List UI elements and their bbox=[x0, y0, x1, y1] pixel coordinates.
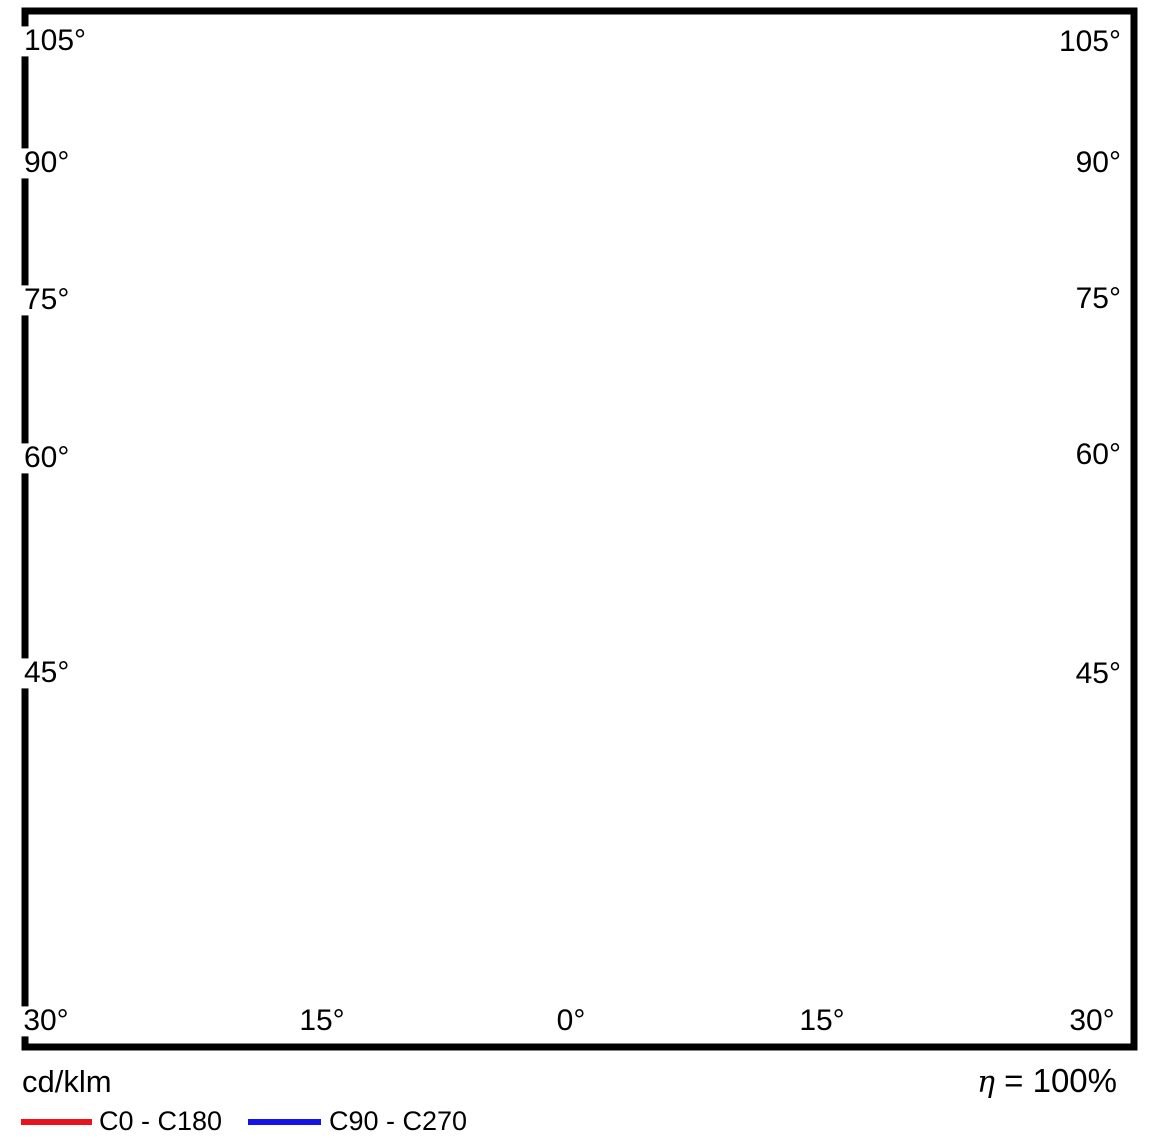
eta-equals: = bbox=[1004, 1062, 1024, 1099]
grid-ray-15deg bbox=[613, 304, 911, 1140]
legend-label-c0: C0 - C180 bbox=[99, 1106, 223, 1136]
chart-border bbox=[21, 7, 1138, 1051]
angle-label-left-90deg-bg bbox=[21, 148, 73, 179]
angle-label-bottom-1-15deg: 15° bbox=[299, 1004, 344, 1037]
legend: C0 - C180 C90 - C270 bbox=[0, 1104, 1164, 1140]
angle-label-left-90deg: 90° bbox=[24, 146, 69, 179]
angle-label-bottom-2-0deg-bg bbox=[553, 1006, 589, 1037]
grid-ring-1 bbox=[427, 13, 723, 309]
angle-label-right-105deg: 105° bbox=[1059, 25, 1121, 58]
angle-label-right-75deg: 75° bbox=[1076, 282, 1121, 315]
angle-label-left-75deg: 75° bbox=[24, 283, 69, 316]
angle-label-right-45deg: 45° bbox=[1076, 657, 1121, 690]
angle-label-left-60deg: 60° bbox=[24, 441, 69, 474]
grid-ring-2 bbox=[278, 0, 872, 458]
angle-label-bottom-4-30deg-bg bbox=[1066, 1006, 1118, 1037]
units-label: cd/klm bbox=[22, 1064, 112, 1099]
grid-ray-255deg bbox=[0, 0, 432, 123]
angle-label-left-60deg-bg bbox=[21, 443, 73, 474]
legend-line-c90 bbox=[248, 1119, 321, 1125]
radial-scale-blank-3 bbox=[548, 743, 602, 773]
angle-label-left-75deg-bg bbox=[21, 285, 73, 316]
angle-label-left-105deg-bg bbox=[21, 26, 90, 57]
grid-ring-3 bbox=[129, 0, 1021, 607]
angle-label-right-60deg-bg bbox=[1072, 440, 1124, 471]
angle-label-bottom-3-15deg: 15° bbox=[799, 1004, 844, 1037]
radial-scale-blank-2 bbox=[548, 596, 602, 626]
curve-c0-c180 bbox=[253, 153, 854, 828]
angle-label-right-90deg: 90° bbox=[1076, 146, 1121, 179]
grid-ray-330deg bbox=[0, 289, 501, 1140]
angle-label-right-90deg-bg bbox=[1072, 148, 1124, 179]
angle-label-left-45deg-bg bbox=[21, 658, 73, 689]
angle-label-right-45deg-bg bbox=[1072, 659, 1124, 690]
legend-label-c90: C90 - C270 bbox=[329, 1106, 468, 1136]
legend-line-c0 bbox=[21, 1119, 92, 1125]
angle-label-bottom-2-0deg: 0° bbox=[557, 1004, 586, 1037]
angle-label-bottom-0-30deg: 30° bbox=[23, 1004, 68, 1037]
grid-ring-6 bbox=[0, 0, 1164, 1054]
angle-label-bottom-3-15deg-bg bbox=[796, 1006, 848, 1037]
radial-scale-blank-4 bbox=[548, 890, 602, 920]
angle-label-right-60deg: 60° bbox=[1076, 438, 1121, 471]
grid-ray-300deg bbox=[0, 235, 447, 811]
grid-ray-60deg bbox=[703, 235, 1164, 811]
grid-ray-105deg bbox=[718, 0, 1164, 123]
eta-symbol: η bbox=[976, 1065, 995, 1100]
angle-label-bottom-1-15deg-bg bbox=[296, 1006, 348, 1037]
grid-ring-4 bbox=[0, 0, 1164, 756]
angle-label-bottom-4-30deg: 30° bbox=[1069, 1004, 1114, 1037]
angle-label-left-45deg: 45° bbox=[24, 656, 69, 689]
curve-c90-c270 bbox=[278, 155, 875, 828]
angle-label-bottom-0-30deg-bg bbox=[20, 1006, 72, 1037]
angle-label-right-105deg-bg bbox=[1055, 27, 1124, 58]
eta-value: 100% bbox=[1032, 1062, 1117, 1099]
radial-scale-blank-1 bbox=[548, 447, 602, 477]
angle-label-left-105deg: 105° bbox=[24, 24, 86, 57]
angle-label-right-75deg-bg bbox=[1072, 284, 1124, 315]
grid-ray-345deg bbox=[239, 304, 537, 1140]
grid-ring-5 bbox=[0, 0, 1164, 905]
efficiency-readout: η = 100% bbox=[977, 1062, 1117, 1100]
